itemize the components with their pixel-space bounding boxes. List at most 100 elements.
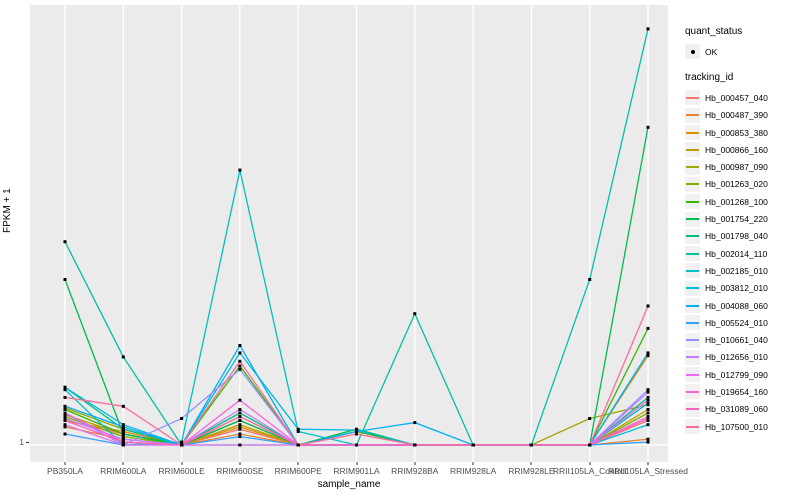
plot-canvas	[30, 5, 668, 462]
data-point	[180, 417, 184, 420]
data-point	[238, 168, 242, 172]
data-point	[63, 395, 67, 399]
legend-item-label: Hb_031089_060	[705, 404, 768, 415]
data-point	[180, 440, 184, 444]
data-point	[63, 415, 67, 419]
data-point	[413, 421, 417, 425]
data-point	[238, 398, 242, 402]
line-swatch-icon	[685, 332, 700, 348]
data-point	[588, 417, 592, 420]
data-point	[121, 432, 125, 436]
ok-point-icon	[685, 44, 700, 60]
data-point	[355, 432, 358, 436]
line-swatch-icon	[685, 159, 700, 175]
legend-item-Hb_000487_390: Hb_000487_390	[685, 107, 797, 124]
legend-item-Hb_010661_040: Hb_010661_040	[685, 331, 797, 348]
data-point	[646, 423, 650, 427]
x-tick-label-PB350LA: PB350LA	[47, 466, 83, 476]
data-point	[63, 406, 67, 410]
data-point	[238, 351, 242, 355]
x-tick-mark	[64, 462, 66, 465]
data-point	[646, 440, 650, 444]
line-swatch-icon	[685, 194, 700, 210]
data-point	[121, 437, 125, 441]
data-point	[63, 423, 67, 427]
line-swatch-icon	[685, 263, 700, 279]
x-tick-label-RRII105LA_Stressed: RRII105LA_Stressed	[608, 466, 688, 476]
legend-item-Hb_012656_010: Hb_012656_010	[685, 349, 797, 366]
legend-item-label: Hb_012799_090	[705, 369, 768, 380]
data-point	[238, 344, 242, 347]
legend-item-label: Hb_001754_220	[705, 214, 768, 225]
legend-item-label: Hb_019654_160	[705, 386, 768, 397]
line-swatch-icon	[685, 419, 700, 435]
plot-panel	[30, 5, 668, 462]
data-point	[646, 437, 650, 441]
data-point	[646, 390, 650, 394]
data-point	[121, 425, 125, 429]
x-tick-label-RRIM600PE: RRIM600PE	[274, 466, 322, 476]
line-swatch-icon	[685, 246, 700, 262]
line-swatch-icon	[685, 315, 700, 331]
data-point	[121, 427, 125, 431]
data-point	[238, 432, 242, 436]
data-point	[238, 415, 242, 419]
data-point	[646, 419, 650, 422]
line-swatch-icon	[685, 211, 700, 227]
data-point	[63, 411, 67, 415]
legend-item-label: Hb_000987_090	[705, 162, 768, 173]
x-tick-label-RRIM600LA: RRIM600LA	[100, 466, 147, 476]
legend-item-label: Hb_107500_010	[705, 421, 768, 432]
data-point	[529, 443, 533, 447]
line-swatch-icon	[685, 367, 700, 383]
line-swatch-icon	[685, 384, 700, 400]
legend-tracking-items: Hb_000457_040 Hb_000487_390 Hb_000853_380 H…	[685, 89, 797, 435]
legend-item-Hb_012799_090: Hb_012799_090	[685, 366, 797, 383]
legend-item-Hb_001263_020: Hb_001263_020	[685, 176, 797, 193]
data-point	[646, 27, 650, 31]
data-point	[238, 425, 242, 429]
line-swatch-icon	[685, 125, 700, 141]
legend-item-label: Hb_000866_160	[705, 144, 768, 155]
data-point	[121, 423, 125, 427]
data-point	[63, 388, 67, 392]
legend-item-label: Hb_005524_010	[705, 317, 768, 328]
data-point	[646, 125, 650, 129]
legend-item-Hb_001268_100: Hb_001268_100	[685, 193, 797, 210]
legend-item-label: Hb_000487_390	[705, 110, 768, 121]
x-tick-mark	[297, 462, 299, 465]
data-point	[238, 419, 242, 422]
data-point	[646, 401, 650, 405]
data-point	[646, 304, 650, 308]
legend-item-label: Hb_002014_110	[705, 248, 768, 259]
data-point	[238, 364, 242, 368]
data-point	[355, 430, 358, 433]
x-tick-mark	[239, 462, 241, 465]
data-point	[471, 443, 475, 447]
x-tick-mark	[589, 462, 591, 465]
x-tick-mark	[530, 462, 532, 465]
legend-item-label: Hb_012656_010	[705, 352, 768, 363]
data-point	[296, 443, 300, 447]
x-tick-mark	[356, 462, 357, 465]
x-tick-label-RRIM928LE: RRIM928LE	[508, 466, 555, 476]
line-swatch-icon	[685, 228, 700, 244]
data-point	[121, 440, 125, 444]
legend-item-label: Hb_002185_010	[705, 265, 768, 276]
x-tick-label-RRII105LA_Control: RRII105LA_Control	[552, 466, 627, 476]
data-point	[646, 411, 650, 415]
legend-item-Hb_000987_090: Hb_000987_090	[685, 158, 797, 175]
data-point	[121, 435, 125, 439]
data-point	[63, 385, 67, 389]
line-swatch-icon	[685, 176, 700, 192]
legend: quant_status OK tracking_id Hb_000457_04…	[685, 26, 797, 435]
x-tick-label-RRIM600LE: RRIM600LE	[158, 466, 205, 476]
legend-item-Hb_004088_060: Hb_004088_060	[685, 297, 797, 314]
x-tick-mark	[647, 462, 649, 465]
x-tick-mark	[122, 462, 124, 465]
legend-item-label: Hb_003812_010	[705, 283, 768, 294]
legend-item-Hb_001754_220: Hb_001754_220	[685, 210, 797, 227]
line-swatch-icon	[685, 107, 700, 123]
line-swatch-icon	[685, 298, 700, 313]
